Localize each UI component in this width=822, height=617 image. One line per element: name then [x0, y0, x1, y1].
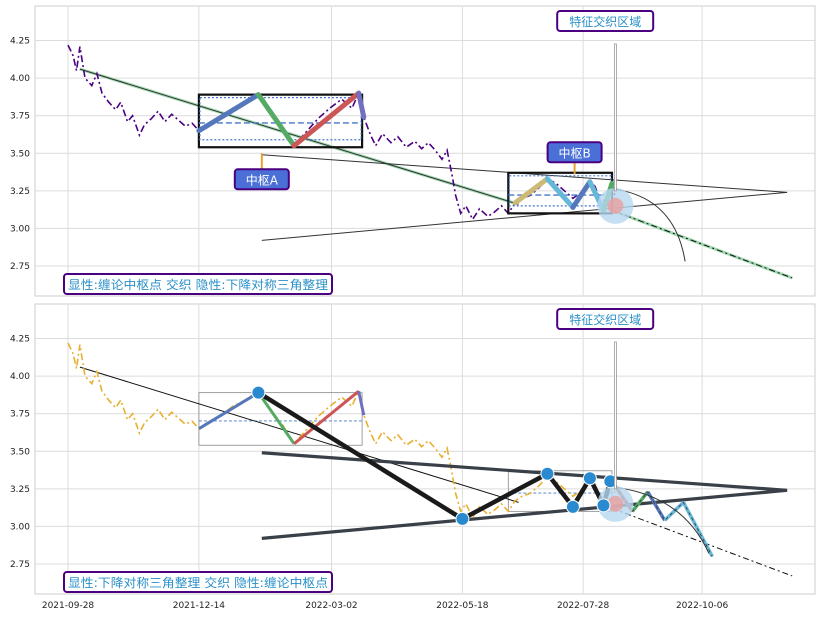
x-tick-label: 2022-10-06 [676, 601, 729, 611]
panel-bottom: 2.75 3.00 3.25 3.50 3.75 4.00 4.25 2021-09-28 20… [10, 303, 816, 611]
x-tick-label: 2022-03-02 [305, 601, 357, 611]
bi-segment-faint [357, 390, 366, 416]
bi-segment [196, 92, 261, 134]
zone-a-label-box [233, 168, 290, 191]
price-series-line [67, 342, 617, 520]
x-tick-label: 2022-05-18 [436, 601, 489, 611]
feature-region-label: 特征交织区域 [569, 312, 641, 327]
bi-segment [291, 90, 362, 149]
y-tick-label: 3.00 [10, 224, 30, 234]
projection-line [611, 507, 793, 577]
projection-line [611, 209, 793, 279]
zone-box-a [197, 93, 364, 149]
pivot-point [251, 385, 266, 400]
zone-b-label-box [546, 141, 603, 164]
pivot-point [582, 471, 597, 486]
pivot-point [565, 499, 580, 514]
forecast-arrow [615, 188, 686, 262]
triangle-lower-line [261, 488, 788, 540]
y-tick-label: 2.75 [10, 262, 30, 272]
zone-inner-0 [199, 97, 362, 141]
y-tick-label: 4.00 [10, 372, 30, 382]
bi-segment-faint [293, 389, 360, 445]
x-tick-label: 2021-12-14 [173, 601, 226, 611]
bi-segment [512, 176, 550, 206]
x-tick-label: 2022-07-28 [557, 601, 610, 611]
x-tick-label: 2021-09-28 [42, 601, 95, 611]
bi-segment [255, 92, 297, 149]
downtrend-line [79, 366, 519, 503]
y-tick-label: 3.00 [10, 522, 30, 532]
forecast-arrow [615, 486, 710, 554]
downtrend-line [79, 68, 519, 205]
vertical-marker [614, 43, 617, 192]
faint-zone-0 [198, 392, 363, 446]
footer-label: 显性:下降对称三角整理 交织 隐性:缠论中枢点 [68, 575, 328, 590]
plot-area [34, 303, 816, 595]
y-tick-label: 4.25 [10, 335, 30, 345]
bi-segment-faint [198, 391, 260, 430]
feature-region-label-box [556, 308, 655, 330]
triangle-upper-line [261, 451, 788, 492]
y-tick-label: 2.75 [10, 560, 30, 570]
y-tick-label: 4.25 [10, 37, 30, 47]
plot-area [34, 5, 816, 297]
triangle-lower-line [261, 191, 788, 241]
zone-b-label: 中枢B [558, 145, 590, 160]
y-tick-label: 3.75 [10, 112, 30, 122]
y-tick-label: 3.50 [10, 149, 30, 159]
bi-segment [544, 176, 576, 210]
vertical-marker [614, 341, 617, 490]
y-tick-label: 3.25 [10, 187, 30, 197]
y-tick-label: 3.50 [10, 447, 30, 457]
y-tick-label: 4.00 [10, 74, 30, 84]
intersection-core [607, 197, 624, 214]
bi-segment [570, 179, 593, 210]
intersection-core [607, 495, 624, 512]
panel-top: 2.75 3.00 3.25 3.50 3.75 4.00 4.25 中枢A 中枢B 特征交织区域… [10, 5, 816, 297]
pivot-point [455, 511, 470, 526]
zone-a-label: 中枢A [246, 172, 279, 187]
footer-label-box [63, 273, 333, 295]
feature-region-label: 特征交织区域 [569, 14, 641, 29]
footer-label: 显性:缠论中枢点 交织 隐性:下降对称三角整理 [68, 277, 328, 292]
feature-region-label-box [556, 10, 655, 32]
pivot-point [540, 466, 555, 481]
bi-segment [356, 90, 367, 120]
footer-label-box [63, 571, 333, 593]
bi-segment-faint [257, 391, 296, 445]
y-tick-label: 3.75 [10, 410, 30, 420]
pivot-point [596, 498, 611, 513]
y-tick-label: 3.25 [10, 485, 30, 495]
